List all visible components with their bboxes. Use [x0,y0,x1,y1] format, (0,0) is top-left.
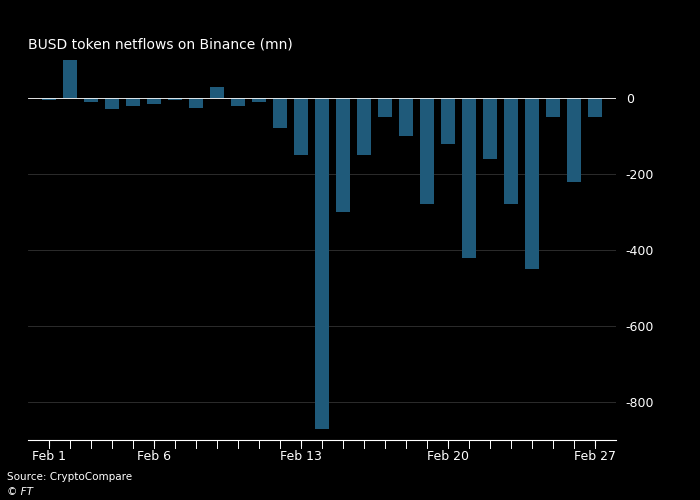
Bar [462,98,476,258]
Bar [419,98,434,204]
Bar [147,98,162,103]
Bar [525,98,539,269]
Bar [378,98,392,117]
Bar [567,98,581,182]
Bar [42,98,56,100]
Bar [210,86,224,98]
Bar [272,98,287,128]
Bar [105,98,119,110]
Bar [587,98,602,117]
Bar [441,98,455,144]
Bar [315,98,330,428]
Bar [168,98,182,100]
Bar [503,98,518,204]
Bar [294,98,309,155]
Bar [189,98,203,108]
Bar [483,98,497,159]
Bar [63,41,77,98]
Text: BUSD token netflows on Binance (mn): BUSD token netflows on Binance (mn) [28,38,293,52]
Text: Source: CryptoCompare: Source: CryptoCompare [7,472,132,482]
Bar [399,98,413,136]
Bar [357,98,372,155]
Text: © FT: © FT [7,487,33,497]
Bar [546,98,560,117]
Bar [231,98,245,106]
Bar [336,98,351,212]
Bar [126,98,141,106]
Bar [252,98,266,102]
Bar [84,98,98,102]
